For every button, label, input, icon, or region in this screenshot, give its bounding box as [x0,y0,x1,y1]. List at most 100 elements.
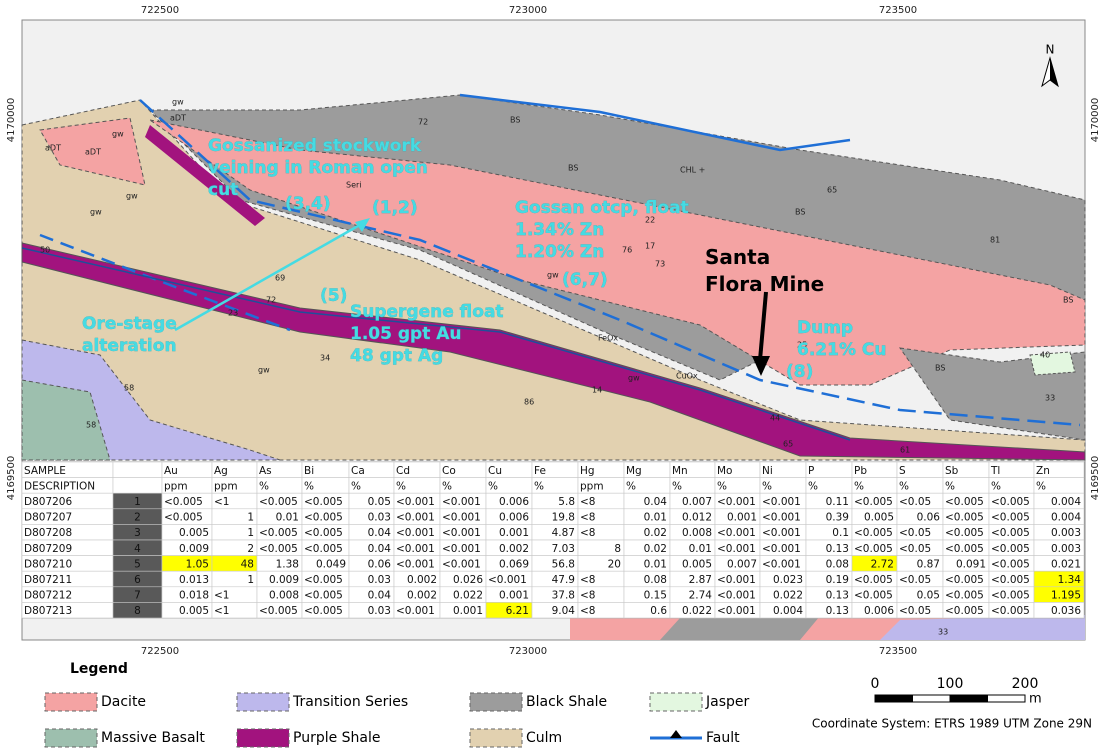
table-text: 0.049 [316,558,346,570]
fault [139,99,1081,427]
table-text: 1 [247,512,254,524]
legend-swatch [236,692,290,712]
table-text: <0.001 [717,496,756,508]
map-label: Seri [346,181,362,190]
table-text: 1 [247,527,254,539]
map-label: 65 [827,186,837,195]
map-label: 25 [797,341,807,350]
table-cell [1033,602,1085,619]
table-text: % [854,480,864,492]
table-text: 2.87 [689,574,712,586]
table-text: 0.03 [368,605,391,617]
table-text: 0.04 [368,527,392,539]
table-text: <0.005 [991,605,1030,617]
table-text: <0.005 [854,590,893,602]
table-cell [112,461,163,478]
table-text: <0.005 [991,527,1030,539]
table-text: 9.04 [552,605,576,617]
table-text: <0.001 [717,574,756,586]
table-text: 0.008 [269,590,299,602]
pointer-arrow [758,291,768,361]
table-text: 0.002 [407,590,437,602]
table-text: <8 [580,512,595,524]
legend-label: Black Shale [526,694,607,710]
table-text: <0.05 [899,574,931,586]
table-text: <0.005 [304,527,343,539]
table-text: 5 [134,558,141,570]
table-text: 1.38 [276,558,299,570]
table-text: <0.005 [991,496,1030,508]
table-text: <0.005 [304,574,343,586]
annotation: Dump 6.21% Cu [797,318,886,360]
table-text: 4.87 [552,527,575,539]
annotation: Gossan otcp, float 1.34% Zn 1.20% Zn [515,198,689,262]
table-text: As [259,465,272,477]
table-text: % [672,480,682,492]
scale-segment [874,694,913,703]
map-label: FeOx [598,334,618,343]
table-text: 2 [134,512,141,524]
table-text: <0.001 [442,512,481,524]
map-label: 22 [645,216,655,225]
table-text: Bi [304,465,314,477]
table-text: 8 [134,605,141,617]
table-text: 5.8 [558,496,575,508]
table-text: <0.05 [899,527,931,539]
map-label: gw [112,130,124,139]
table-text: 2.74 [689,590,713,602]
table-text: <0.005 [991,574,1030,586]
table-text: <8 [580,574,595,586]
table-text: Ni [762,465,773,477]
table-text: 0.05 [368,496,391,508]
legend-label: Fault [706,730,740,746]
table-text: 0.006 [864,605,894,617]
table-text: % [442,480,452,492]
table-text: % [534,480,544,492]
table-text: 0.39 [826,512,849,524]
assay-table: SAMPLE Au Ag As Bi Ca Cd Co Cu Fe Hg Mg Mn Mo Ni P Pb S Sb… [21,461,1085,619]
table-text: <0.005 [259,543,298,555]
table-text: <0.001 [442,558,481,570]
table-text: 1.05 [186,558,209,570]
fault [459,93,851,152]
table-text: D807207 [24,512,72,524]
legend-label: Culm [526,730,562,746]
table-text: <1 [214,590,229,602]
table-text: <0.005 [945,590,984,602]
table-text: <0.001 [488,574,527,586]
table-text: <0.005 [945,605,984,617]
table-text: Hg [580,465,595,477]
scale-segment [949,694,988,703]
table-text: Mg [626,465,642,477]
table-text: <0.001 [717,605,756,617]
table-text: 0.003 [1051,543,1081,555]
table-text: <0.001 [442,496,481,508]
geology [21,93,1086,640]
table-text: 0.005 [682,558,712,570]
table-text: % [808,480,818,492]
table-text: Ca [351,465,365,477]
table-text: <0.005 [259,496,298,508]
y-coordinate: 4170000 [6,98,17,143]
map-label: 34 [320,354,330,363]
map-label: CHL + [680,166,705,175]
table-text: <8 [580,590,595,602]
table-text: <0.005 [945,496,984,508]
table-text: <0.05 [899,543,931,555]
table-text: 0.1 [832,527,849,539]
table-cell [112,477,163,494]
y-coordinate: 4170000 [1090,98,1101,143]
table-text: <0.001 [396,543,435,555]
map-label: 58 [124,384,134,393]
map-label: aDT [170,114,186,123]
table-text: 0.05 [917,590,940,602]
pointer-arrow [174,220,366,332]
table-text: 2 [247,543,254,555]
legend: Legend Dacite Massive Basalt Transition Se… [44,661,750,748]
table-text: 0.08 [826,558,849,570]
table-text: 6 [134,574,141,586]
table-text: % [717,480,727,492]
table-text: D807209 [24,543,72,555]
table-text: % [488,480,498,492]
